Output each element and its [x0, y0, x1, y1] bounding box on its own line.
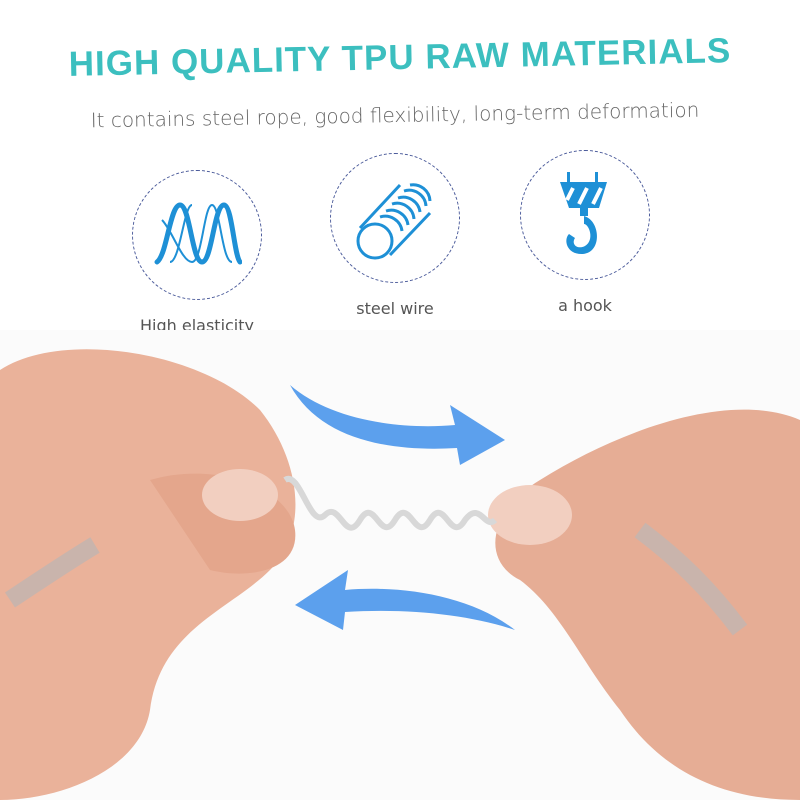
- hook-icon: [560, 172, 607, 255]
- feature-label: a hook: [558, 296, 612, 315]
- spring-coil: [5, 475, 748, 636]
- feature-hook: a hook: [515, 150, 655, 315]
- arrow-left-icon: [295, 570, 515, 630]
- page-title: HIGH QUALITY TPU RAW MATERIALS: [68, 31, 732, 84]
- left-hand: [0, 349, 296, 800]
- coil-icon: [356, 183, 432, 260]
- feature-steel-wire: steel wire: [325, 153, 465, 318]
- arrow-right-icon: [290, 385, 505, 465]
- subtitle: It contains steel rope, good flexibility…: [90, 97, 700, 133]
- feature-high-elasticity: High elasticity: [127, 170, 267, 335]
- right-hand: [488, 409, 800, 800]
- feature-label: steel wire: [356, 299, 434, 318]
- product-photo: [0, 330, 800, 800]
- wave-icon: [154, 202, 242, 265]
